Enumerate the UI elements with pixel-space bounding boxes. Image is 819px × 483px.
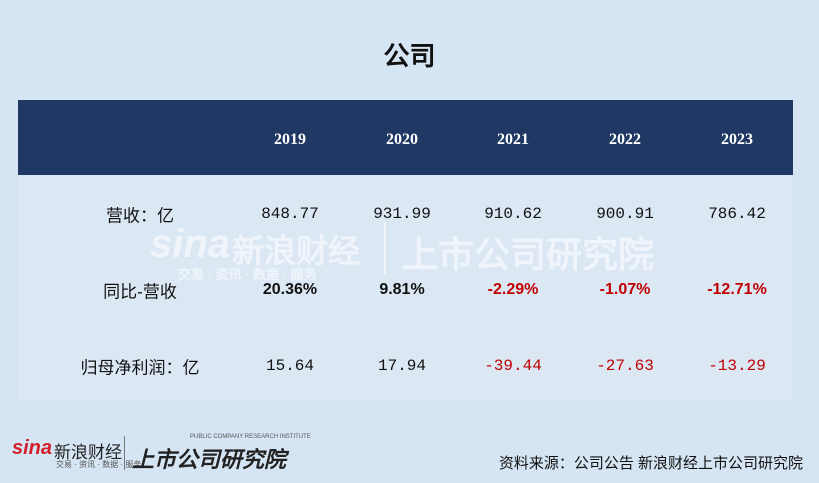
row-label: 同比-营收 — [103, 282, 177, 302]
table-cell: 910.62 — [484, 205, 542, 223]
watermark-divider — [384, 222, 386, 274]
footer-tagline: 交易 · 资讯 · 数据 · 服务 — [56, 460, 142, 469]
table-header-bar — [18, 100, 793, 175]
table-cell: -39.44 — [484, 357, 542, 375]
footer-divider — [124, 436, 125, 470]
column-header: 2021 — [497, 131, 529, 148]
table-cell: -13.29 — [708, 357, 766, 375]
footer-name: 新浪财经 — [54, 443, 122, 462]
column-header: 2023 — [721, 131, 753, 148]
watermark-institute: 上市公司研究院 — [402, 234, 655, 275]
table-cell: -1.07% — [599, 281, 651, 298]
footer-institute: 上市公司研究院 — [132, 447, 287, 472]
table-cell: 9.81% — [379, 281, 425, 298]
table-cell: -27.63 — [596, 357, 654, 375]
table-cell: 931.99 — [373, 205, 431, 223]
table-cell: -2.29% — [487, 281, 539, 298]
row-label: 归母净利润：亿 — [80, 358, 200, 378]
title: 公司 — [383, 41, 436, 71]
footer-brand: sina — [12, 437, 53, 459]
watermark-brand: sina — [150, 222, 231, 266]
table-cell: 15.64 — [265, 357, 315, 375]
table-cell: 900.91 — [596, 205, 654, 223]
table-cell: 848.77 — [261, 205, 319, 223]
row-label: 营收：亿 — [106, 206, 174, 226]
watermark-tagline: 交易 · 资讯 · 数据 · 服务 — [178, 267, 317, 282]
table-cell: 20.36% — [262, 281, 318, 298]
watermark-name: 新浪财经 — [232, 233, 361, 269]
column-header: 2020 — [386, 131, 418, 148]
table-cell: 786.42 — [708, 205, 766, 223]
source-note: 资料来源：公司公告 新浪财经上市公司研究院 — [498, 455, 803, 472]
table-body — [18, 175, 793, 400]
table-cell: 17.94 — [377, 357, 427, 375]
footer-institute-en: PUBLIC COMPANY RESEARCH INSTITUTE — [190, 434, 311, 440]
table-cell: -12.71% — [707, 281, 767, 298]
column-header: 2019 — [274, 131, 306, 148]
column-header: 2022 — [609, 131, 641, 148]
